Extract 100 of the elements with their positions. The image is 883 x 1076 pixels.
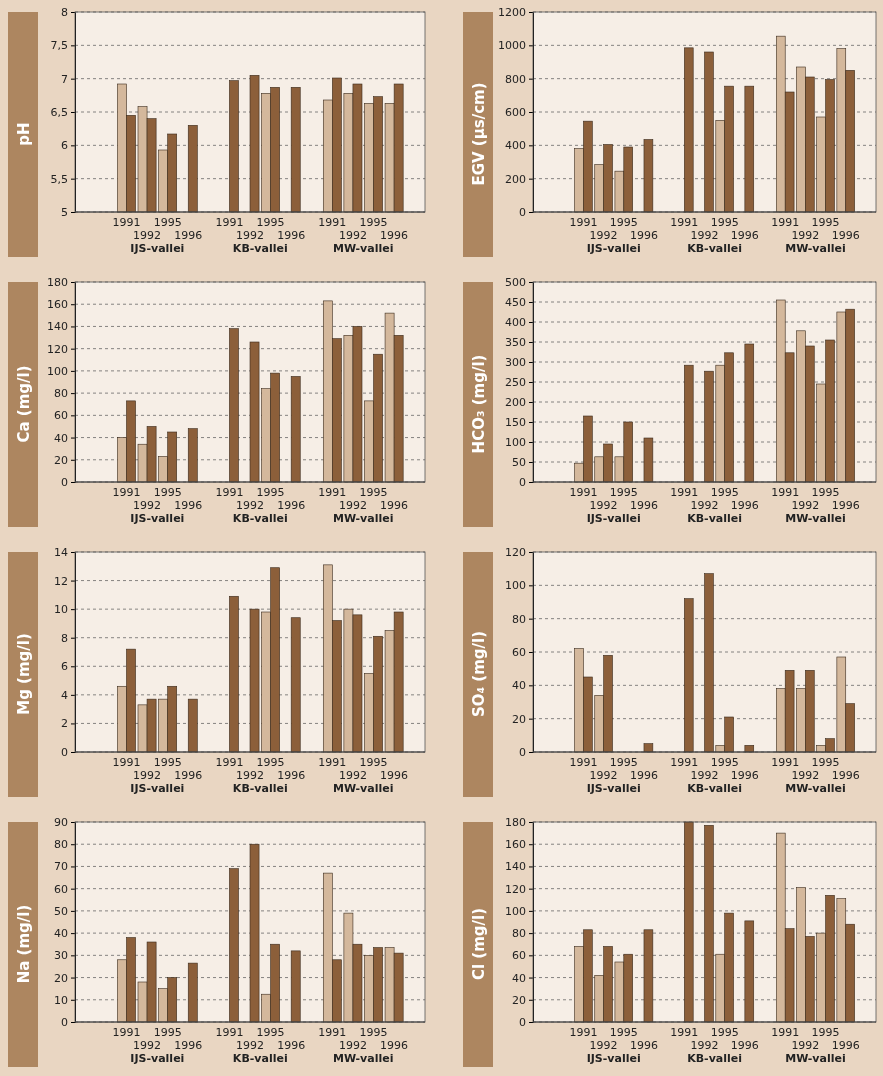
x-tick-label: 1996 (730, 229, 759, 242)
x-tick-label: 1995 (256, 1026, 285, 1039)
x-tick-label: 1991 (112, 1026, 141, 1039)
y-axis-title: Ca (mg/l) (15, 365, 33, 443)
x-tick-label: 1995 (359, 1026, 388, 1039)
y-tick-label: 60 (54, 882, 68, 896)
x-tick-label: 1995 (153, 756, 182, 769)
y-axis-title: Na (mg/l) (15, 904, 33, 984)
bar (229, 868, 239, 1023)
y-tick-label: 14 (54, 546, 68, 560)
y-tick-label: 0 (519, 206, 526, 220)
y-tick-label: 2 (61, 717, 68, 731)
y-tick-label: 6,5 (50, 106, 68, 120)
y-tick-label: 500 (505, 276, 526, 290)
y-tick-label: 40 (512, 971, 526, 985)
y-tick-label: 20 (54, 453, 68, 467)
bar (643, 139, 654, 213)
bar (684, 47, 694, 213)
y-tick-label: 120 (505, 546, 526, 560)
y-tick-label: 300 (505, 356, 526, 370)
x-tick-label: 1996 (174, 499, 203, 512)
x-tick-label: 1996 (831, 499, 860, 512)
x-tick-label: 1996 (730, 769, 759, 782)
x-tick-label: 1991 (670, 216, 699, 229)
y-tick-label: 10 (54, 993, 68, 1007)
x-tick-label: 1995 (359, 216, 388, 229)
y-tick-label: 5 (61, 206, 68, 220)
x-tick-label: 1992 (589, 1039, 618, 1052)
x-tick-label: 1991 (771, 486, 800, 499)
y-tick-label: 140 (47, 320, 68, 334)
x-tick-label: 1992 (589, 499, 618, 512)
y-tick-label: 20 (512, 993, 526, 1007)
y-tick-label: 140 (505, 860, 526, 874)
y-tick-label: 80 (54, 838, 68, 852)
bar (290, 376, 301, 483)
x-tick-label: 1995 (609, 1026, 638, 1039)
y-tick-label: 400 (505, 139, 526, 153)
x-tick-label: 1991 (771, 216, 800, 229)
bar (290, 617, 301, 753)
bar (643, 929, 654, 1023)
y-tick-label: 40 (54, 927, 68, 941)
bar (229, 595, 239, 753)
y-axis-title: SO₄ (mg/l) (470, 630, 488, 718)
y-tick-label: 1000 (498, 39, 526, 53)
x-tick-label: 1996 (629, 499, 658, 512)
x-tick-label: 1991 (670, 1026, 699, 1039)
y-tick-label: 0 (61, 476, 68, 490)
x-tick-label: 1996 (831, 769, 860, 782)
x-tick-label: 1995 (811, 216, 840, 229)
x-tick-label: 1996 (174, 769, 203, 782)
y-tick-label: 80 (512, 612, 526, 626)
text: MW-vallei (785, 242, 846, 255)
y-tick-label: 5,5 (50, 172, 68, 186)
x-tick-label: 1995 (256, 486, 285, 499)
x-tick-label: 1996 (831, 229, 860, 242)
x-tick-label: 1991 (670, 756, 699, 769)
y-tick-label: 4 (61, 688, 68, 702)
text: KB-vallei (232, 512, 288, 525)
text: KB-vallei (232, 1052, 288, 1065)
x-tick-label: 1996 (380, 499, 409, 512)
x-tick-label: 1991 (771, 756, 800, 769)
text: KB-vallei (232, 242, 288, 255)
y-tick-label: 80 (54, 387, 68, 401)
bar (187, 698, 198, 753)
x-tick-label: 1992 (133, 229, 162, 242)
x-tick-label: 1992 (791, 229, 820, 242)
x-tick-label: 1996 (380, 1039, 409, 1052)
x-tick-label: 1992 (236, 1039, 264, 1052)
x-tick-label: 1992 (791, 769, 820, 782)
x-tick-label: 1996 (277, 769, 306, 782)
text: MW-vallei (332, 1052, 394, 1065)
text: KB-vallei (687, 782, 743, 795)
bar (684, 364, 694, 483)
text: IJS-vallei (130, 782, 185, 795)
y-tick-label: 100 (505, 904, 526, 918)
text: MW-vallei (332, 782, 394, 795)
x-tick-label: 1996 (730, 1039, 759, 1052)
y-tick-label: 160 (505, 838, 526, 852)
text: MW-vallei (785, 512, 846, 525)
x-tick-label: 1996 (277, 1039, 306, 1052)
bar (744, 343, 755, 483)
x-tick-label: 1995 (710, 756, 739, 769)
y-tick-label: 200 (505, 172, 526, 186)
x-tick-label: 1996 (174, 1039, 203, 1052)
x-tick-label: 1991 (215, 756, 244, 769)
y-tick-label: 7,5 (50, 39, 68, 53)
x-tick-label: 1996 (277, 229, 306, 242)
y-tick-label: 10 (54, 603, 68, 617)
x-tick-label: 1992 (791, 499, 820, 512)
y-tick-label: 600 (505, 106, 526, 120)
x-tick-label: 1992 (589, 229, 618, 242)
y-tick-label: 40 (512, 679, 526, 693)
y-axis-title: Cl (mg/l) (470, 907, 488, 981)
x-tick-label: 1995 (811, 1026, 840, 1039)
text: MW-vallei (785, 1052, 846, 1065)
bar (643, 743, 654, 753)
y-axis-title: EGV (µs/cm) (470, 82, 488, 186)
x-tick-label: 1995 (609, 486, 638, 499)
x-tick-label: 1992 (690, 769, 719, 782)
y-tick-label: 8 (61, 6, 68, 20)
